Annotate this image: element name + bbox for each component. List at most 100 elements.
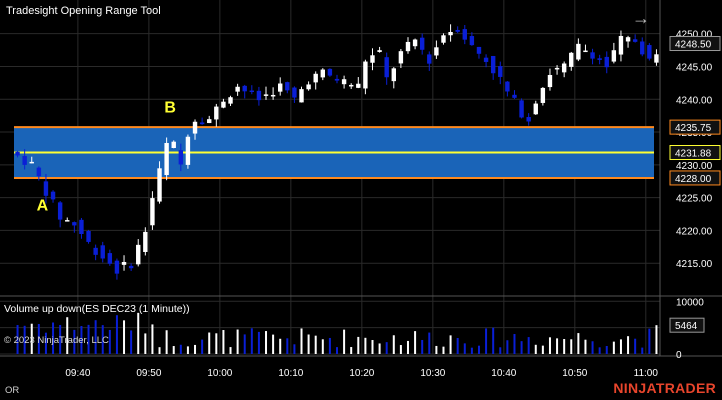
y-tick-label: 4225.00 xyxy=(676,194,713,205)
candle xyxy=(490,55,496,80)
volume-bar xyxy=(257,331,260,354)
candle xyxy=(65,217,70,222)
y-tick-label: 4230.00 xyxy=(676,161,713,172)
candle xyxy=(221,98,226,109)
volume-bar xyxy=(165,330,168,354)
volume-bar xyxy=(627,336,630,354)
candle xyxy=(540,87,546,106)
candle xyxy=(43,173,49,204)
volume-bar xyxy=(243,334,246,354)
volume-bar xyxy=(470,347,473,354)
volume-bar xyxy=(591,341,594,354)
volume-bar xyxy=(541,345,544,354)
price-badge: 4231.88 xyxy=(669,145,721,161)
price-badge: 4235.75 xyxy=(669,119,721,135)
candle xyxy=(512,90,517,99)
candle xyxy=(79,217,84,239)
candle xyxy=(327,68,333,77)
brand-logo-text: NINJATRADER xyxy=(613,380,716,396)
volume-bar xyxy=(406,340,409,354)
volume-bar xyxy=(371,340,374,354)
candle xyxy=(86,229,91,244)
candle xyxy=(505,81,510,97)
volume-bar xyxy=(378,343,381,354)
volume-bar xyxy=(208,332,211,354)
candle xyxy=(554,65,560,75)
candle xyxy=(654,49,659,66)
candle xyxy=(143,227,148,256)
volume-bar xyxy=(364,337,367,354)
volume-bar xyxy=(336,347,338,354)
candle xyxy=(547,68,553,91)
volume-bar xyxy=(115,315,118,354)
volume-bar xyxy=(513,334,516,354)
volume-bar xyxy=(300,328,303,354)
volume-bar xyxy=(250,328,253,354)
arrow-right-icon[interactable]: → xyxy=(632,8,650,28)
candle xyxy=(36,166,42,181)
candle xyxy=(441,33,446,45)
candle xyxy=(270,87,276,100)
svg-text:4235.75: 4235.75 xyxy=(675,123,712,134)
volume-bar xyxy=(328,337,331,354)
svg-text:4248.50: 4248.50 xyxy=(675,40,712,51)
y-tick-label: 4240.00 xyxy=(676,95,713,106)
volume-bar xyxy=(577,333,580,354)
candle xyxy=(249,85,255,95)
volume-bar xyxy=(236,329,239,354)
candle xyxy=(199,117,205,125)
candle xyxy=(341,75,347,89)
volume-bar xyxy=(186,346,189,354)
candle xyxy=(412,38,418,50)
volume-bar xyxy=(272,334,275,354)
volume-bar xyxy=(634,338,637,354)
candle xyxy=(320,68,326,81)
volume-bar xyxy=(179,344,182,354)
candle xyxy=(469,32,475,46)
volume-bar xyxy=(144,333,147,354)
candle xyxy=(121,255,127,271)
volume-bar xyxy=(605,345,608,354)
candle xyxy=(647,43,652,61)
volume-bar xyxy=(37,323,40,354)
volume-bar xyxy=(123,320,126,354)
copyright-text: © 2023 NinjaTrader, LLC xyxy=(4,335,109,346)
volume-bar xyxy=(151,324,154,354)
candle xyxy=(384,52,389,85)
candle xyxy=(348,83,354,89)
volume-badge: 5464 xyxy=(669,317,705,333)
volume-bar xyxy=(428,332,431,354)
volume-bar xyxy=(449,335,452,354)
candle xyxy=(72,221,77,233)
x-tick-label: 09:40 xyxy=(65,368,90,379)
volume-bar xyxy=(556,338,559,354)
volume-bar xyxy=(598,347,601,354)
annotation-labels: AB xyxy=(37,99,176,214)
volume-bar xyxy=(641,347,644,354)
candle xyxy=(313,71,318,90)
candle xyxy=(192,119,198,140)
candle xyxy=(306,81,311,91)
volume-bar xyxy=(399,345,402,354)
volume-bar xyxy=(44,332,47,354)
candle xyxy=(533,100,538,115)
volume-bar xyxy=(492,327,495,354)
volume-bar xyxy=(194,344,197,354)
candle xyxy=(405,37,411,54)
volume-bar xyxy=(570,339,573,354)
volume-bar xyxy=(463,343,466,354)
candle xyxy=(569,51,574,71)
volume-bar xyxy=(229,347,232,354)
volume-bar xyxy=(158,347,161,354)
candle xyxy=(256,86,262,106)
candle xyxy=(15,150,20,158)
volume-series xyxy=(16,312,658,354)
candle xyxy=(114,258,120,280)
vol-tick-label: 0 xyxy=(676,350,682,361)
candle xyxy=(583,44,588,53)
volume-bar xyxy=(435,345,438,354)
volume-bar xyxy=(215,333,218,354)
candle xyxy=(29,156,34,164)
candle xyxy=(356,77,361,89)
volume-bar xyxy=(87,324,90,354)
